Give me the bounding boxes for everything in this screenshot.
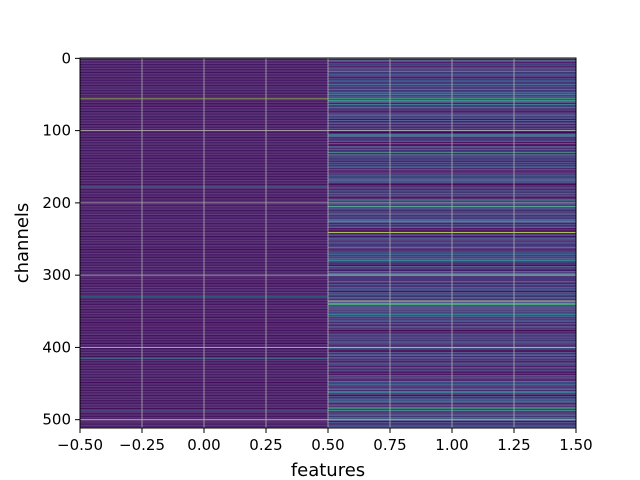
x-tick-label: 0.00 xyxy=(187,436,220,454)
x-tick-label: 0.25 xyxy=(249,436,282,454)
x-tick-label: 1.00 xyxy=(435,436,468,454)
x-tick-label: 1.50 xyxy=(559,436,592,454)
x-tick-label: −0.50 xyxy=(57,436,103,454)
y-tick-label: 200 xyxy=(42,194,71,212)
x-tick-label: 1.25 xyxy=(497,436,530,454)
y-axis-label: channels xyxy=(12,203,33,284)
x-tick-label: −0.25 xyxy=(119,436,165,454)
y-tick-label: 500 xyxy=(42,411,71,429)
x-tick-label: 0.50 xyxy=(311,436,344,454)
y-tick-label: 100 xyxy=(42,122,71,140)
y-tick-label: 400 xyxy=(42,338,71,356)
y-tick-label: 0 xyxy=(61,49,71,67)
x-axis-ticks: −0.50 −0.25 0.00 0.25 0.50 0.75 1.00 1.25 1.50 xyxy=(57,428,593,454)
x-tick-label: 0.75 xyxy=(373,436,406,454)
y-axis-ticks: 0 100 200 300 400 500 xyxy=(42,49,80,429)
y-tick-label: 300 xyxy=(42,266,71,284)
x-axis-label: features xyxy=(291,460,365,480)
